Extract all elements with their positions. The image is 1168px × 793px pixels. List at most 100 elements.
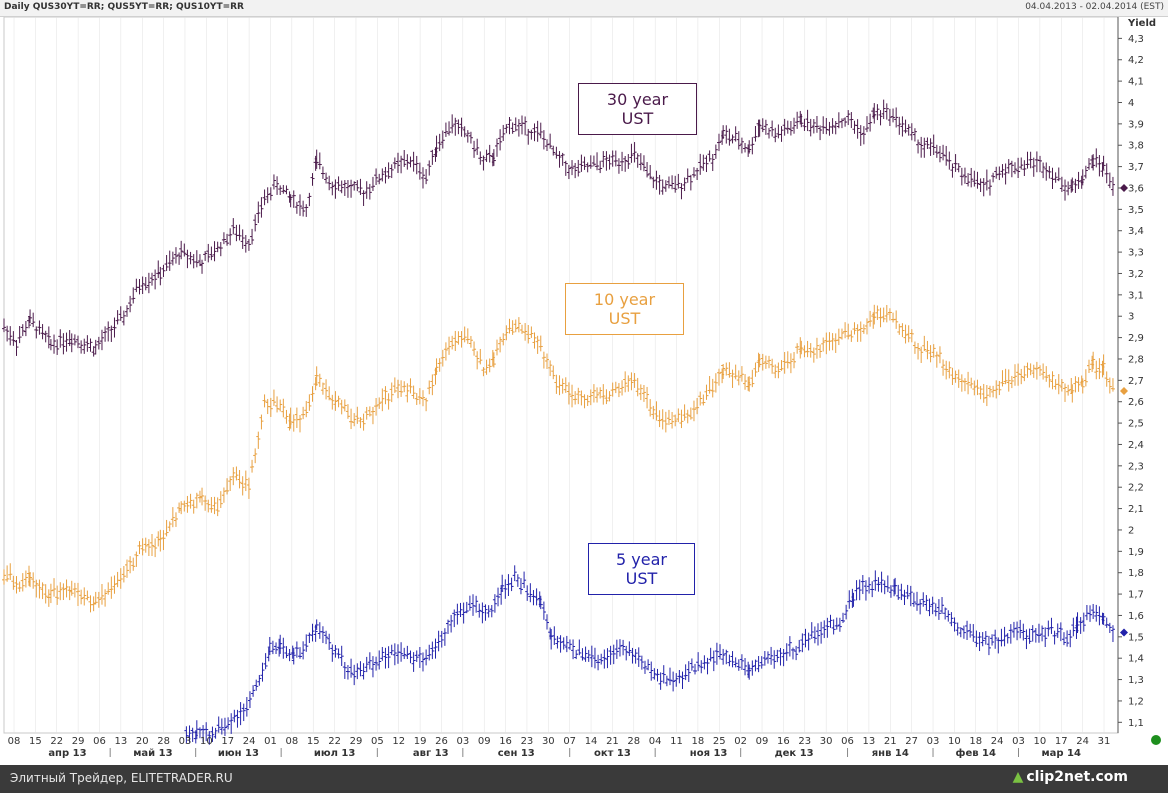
x-tick-label-day: 15	[307, 736, 320, 747]
x-tick-label-day: 17	[221, 736, 234, 747]
x-tick-label-day: 14	[585, 736, 598, 747]
x-tick-label-day: 31	[1098, 736, 1111, 747]
y-tick-label: 4	[1128, 98, 1134, 109]
legend-30-year-label: 30 year UST	[606, 90, 669, 128]
x-tick-label-day: 03	[1012, 736, 1025, 747]
x-tick-label-day: 24	[1076, 736, 1089, 747]
x-tick-label-day: 03	[179, 736, 192, 747]
y-tick-label: 1,8	[1128, 568, 1144, 579]
series-10-year-ust	[2, 304, 1115, 613]
x-tick-label-day: 10	[948, 736, 961, 747]
x-tick-label-day: 28	[157, 736, 170, 747]
footer-caption: Элитный Трейдер, ELITETRADER.RU	[10, 771, 233, 785]
x-tick-label-month: фев 14	[956, 747, 996, 759]
x-tick-label-month: июн 13	[218, 748, 259, 759]
y-tick-label: 1,7	[1128, 590, 1144, 601]
x-tick-label-day: 19	[414, 736, 427, 747]
y-axis: Yield 1,1 1,2 1,3 1,4 1,5 1,6 1,7 1,8 1,9 2 2,1 2,2 2…	[1117, 17, 1156, 733]
x-tick-label-day: 09	[756, 736, 769, 747]
x-tick-label-day: 17	[1055, 736, 1068, 747]
x-tick-label-day: 13	[863, 736, 876, 747]
legend-5-year-label: 5 year UST	[616, 550, 667, 588]
y-tick-label: 2,4	[1128, 440, 1144, 451]
y-tick-label: 2,7	[1128, 376, 1144, 387]
clip2net-logo-text: clip2net.com	[1026, 769, 1128, 785]
x-tick-label-day: 21	[606, 736, 619, 747]
chart-date-range: 04.04.2013 - 02.04.2014 (EST)	[1025, 2, 1164, 12]
x-tick-label-day: 21	[884, 736, 897, 747]
y-tick-label: 2,2	[1128, 483, 1144, 494]
x-tick-label-month: янв 14	[872, 748, 909, 759]
x-tick-label-month: ноя 13	[690, 748, 728, 759]
y-tick-label: 1,3	[1128, 675, 1144, 686]
y-tick-label: 3,2	[1128, 269, 1144, 280]
x-tick-label-day: 13	[114, 736, 127, 747]
x-tick-label-day: 22	[50, 736, 63, 747]
chart-grid	[3, 16, 1119, 734]
chart-header: Daily QUS30YT=RR; QUS5YT=RR; QUS10YT=RR …	[0, 0, 1168, 17]
y-tick-label: 2,5	[1128, 419, 1144, 430]
x-tick-label-month: сен 13	[498, 748, 535, 759]
x-axis: 08 15 22 29 06 13 20 28 03 10 17 24 01 08 15 22 29 05 12 19…	[8, 735, 1161, 759]
x-tick-label-day: 06	[93, 736, 106, 747]
x-tick-label-month: авг 13	[413, 748, 449, 759]
y-tick-label: 3,5	[1128, 205, 1144, 216]
series-5-year-ust	[184, 565, 1115, 745]
x-tick-label-day: 03	[456, 736, 469, 747]
legend-30-year: 30 year UST	[578, 83, 697, 135]
y-tick-label: 1,6	[1128, 611, 1144, 622]
x-tick-label-month: окт 13	[594, 748, 631, 759]
x-tick-label-day: 08	[285, 736, 298, 747]
y-tick-label: 2,9	[1128, 333, 1144, 344]
footer-bar: Элитный Трейдер, ELITETRADER.RU ▲ clip2ne…	[0, 765, 1168, 793]
x-tick-label-day: 18	[692, 736, 705, 747]
y-tick-label: 3,7	[1128, 162, 1144, 173]
x-tick-label-day: 28	[627, 736, 640, 747]
x-tick-label-day: 24	[991, 736, 1004, 747]
x-tick-label-day: 22	[328, 736, 341, 747]
x-tick-label-day: 23	[798, 736, 811, 747]
x-tick-label-day: 30	[542, 736, 555, 747]
legend-10-year-label: 10 year UST	[593, 290, 656, 328]
x-tick-label-day: 10	[200, 736, 213, 747]
y-tick-label: 2,8	[1128, 354, 1144, 365]
x-tick-label-day: 15	[29, 736, 42, 747]
x-tick-label-day: 08	[8, 736, 21, 747]
y-tick-label: 3,8	[1128, 141, 1144, 152]
x-tick-label-day: 29	[350, 736, 363, 747]
x-tick-label-day: 16	[499, 736, 512, 747]
x-tick-label-day: 29	[72, 736, 85, 747]
x-tick-label-day: 02	[734, 736, 747, 747]
y-tick-label: 2,6	[1128, 397, 1144, 408]
y-tick-label: 4,3	[1128, 34, 1144, 45]
x-tick-label-day: 04	[649, 736, 662, 747]
chart-series-layer	[2, 99, 1115, 745]
x-tick-label-day: 11	[670, 736, 683, 747]
y-tick-label: 1,4	[1128, 654, 1144, 665]
x-tick-label-day: 23	[521, 736, 534, 747]
x-tick-label-day: 01	[264, 736, 277, 747]
legend-10-year: 10 year UST	[565, 283, 684, 335]
y-tick-label: 3	[1128, 312, 1134, 323]
x-tick-label-day: 07	[563, 736, 576, 747]
y-tick-label: 3,3	[1128, 248, 1144, 259]
x-tick-label-day: 05	[371, 736, 384, 747]
y-tick-label: 4,1	[1128, 77, 1144, 88]
x-tick-label-day: 26	[435, 736, 448, 747]
y-tick-label: 3,4	[1128, 226, 1144, 237]
y-tick-label: 2	[1128, 525, 1134, 536]
x-tick-label-month: апр 13	[48, 748, 86, 759]
x-tick-label-day: 20	[136, 736, 149, 747]
x-tick-label-day: 10	[1034, 736, 1047, 747]
last-value-marker	[1120, 628, 1128, 637]
clip2net-logo: ▲ clip2net.com	[1013, 769, 1128, 785]
y-tick-label: 3,6	[1128, 183, 1144, 194]
x-tick-label-month: май 13	[133, 748, 172, 759]
x-tick-label-day: 25	[713, 736, 726, 747]
chart-instruments-title: Daily QUS30YT=RR; QUS5YT=RR; QUS10YT=RR	[4, 2, 244, 12]
x-tick-label-month: июл 13	[314, 748, 355, 759]
y-tick-label: 1,5	[1128, 632, 1144, 643]
y-tick-label: 3,9	[1128, 119, 1144, 130]
x-tick-label-day: 06	[841, 736, 854, 747]
